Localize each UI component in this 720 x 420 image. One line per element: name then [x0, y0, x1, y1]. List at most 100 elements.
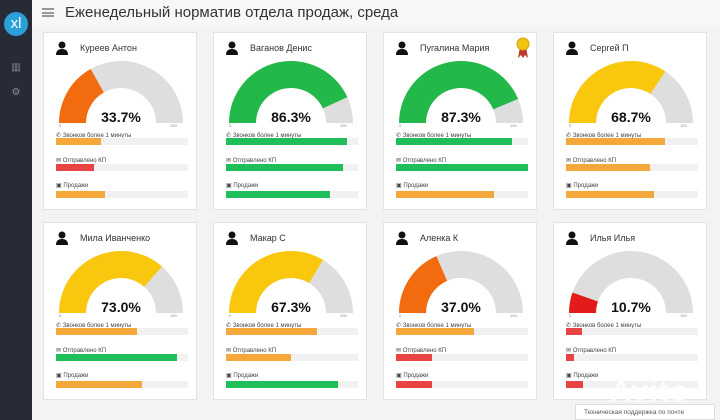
calls-progress-bar — [566, 328, 698, 335]
gauge-max-label: 100 — [510, 123, 517, 128]
kp-label: ✉ Отправлено КП — [396, 348, 447, 354]
kp-progress-bar — [56, 354, 188, 361]
envelope-icon: ✉ — [566, 348, 572, 354]
gauge — [569, 60, 693, 123]
money-icon: ▣ — [226, 183, 232, 189]
envelope-icon: ✉ — [226, 348, 232, 354]
kp-progress-bar — [226, 354, 358, 361]
logo[interactable]: xl — [4, 12, 28, 36]
gauge-percent: 67.3% — [271, 299, 311, 315]
hamburger-menu-icon[interactable] — [42, 8, 54, 17]
kp-progress-bar — [566, 354, 698, 361]
employee-card: Макар С 67.3% 0 100 ✆ Звонков более 1 минуты… — [213, 222, 367, 400]
kp-progress-fill — [56, 354, 178, 361]
sales-progress-bar — [566, 191, 698, 198]
employee-name: Аленка К — [420, 233, 459, 243]
header: Еженедельный норматив отдела продаж, сре… — [32, 0, 720, 25]
gauge — [229, 251, 353, 313]
employee-name: Илья Илья — [590, 233, 636, 243]
award-medal-icon — [516, 37, 530, 58]
user-icon — [566, 41, 578, 55]
phone-icon: ✆ — [566, 133, 572, 139]
calls-label: ✆ Звонков более 1 минуты — [396, 323, 472, 329]
money-icon: ▣ — [566, 183, 572, 189]
user-icon — [566, 231, 578, 245]
sales-label: ▣ Продажи — [396, 373, 429, 379]
kp-progress-fill — [566, 354, 574, 361]
kp-label: ✉ Отправлено КП — [566, 158, 617, 164]
kp-label: ✉ Отправлено КП — [226, 158, 277, 164]
phone-icon: ✆ — [226, 133, 232, 139]
gauge-value-arc — [229, 251, 324, 313]
gauge — [229, 60, 353, 123]
kp-progress-fill — [226, 354, 291, 361]
employee-card: Пугалина Мария 87.3% 0 100 ✆ Звонков более 1… — [383, 32, 537, 210]
gauge-max-label: 100 — [340, 313, 347, 318]
phone-icon: ✆ — [226, 323, 232, 329]
gauge-max-label: 100 — [680, 123, 687, 128]
employee-card: Сергей П 68.7% 0 100 ✆ Звонков более 1 минут… — [553, 32, 707, 210]
kp-progress-bar — [56, 164, 188, 171]
gauge-min-label: 0 — [399, 313, 402, 318]
gauge-min-label: 0 — [229, 313, 232, 318]
sales-label: ▣ Продажи — [56, 373, 89, 379]
gauge-max-label: 100 — [680, 313, 687, 318]
employee-card: Аленка К 37.0% 0 100 ✆ Звонков более 1 минут… — [383, 222, 537, 400]
money-icon: ▣ — [56, 373, 62, 379]
kp-progress-fill — [566, 164, 651, 171]
gauge-percent: 33.7% — [101, 109, 141, 125]
user-icon — [226, 231, 238, 245]
calls-progress-fill — [566, 138, 665, 145]
calls-progress-bar — [396, 328, 528, 335]
sales-progress-bar — [226, 191, 358, 198]
money-icon: ▣ — [396, 183, 402, 189]
phone-icon: ✆ — [566, 323, 572, 329]
money-icon: ▣ — [566, 373, 572, 379]
phone-icon: ✆ — [56, 133, 62, 139]
sales-progress-fill — [226, 381, 339, 388]
sales-progress-fill — [566, 191, 655, 198]
employee-name: Куреев Антон — [80, 43, 137, 53]
gauge-min-label: 0 — [569, 123, 572, 128]
sales-label: ▣ Продажи — [396, 183, 429, 189]
kp-progress-fill — [56, 164, 95, 171]
employee-name: Сергей П — [590, 43, 629, 53]
envelope-icon: ✉ — [56, 348, 62, 354]
calls-label: ✆ Звонков более 1 минуты — [56, 133, 132, 139]
calls-progress-bar — [396, 138, 528, 145]
gauge-min-label: 0 — [229, 123, 232, 128]
calls-progress-fill — [396, 328, 474, 335]
kp-label: ✉ Отправлено КП — [56, 348, 107, 354]
employee-name: Мила Иванченко — [80, 233, 151, 243]
sales-label: ▣ Продажи — [226, 373, 259, 379]
gauge-min-label: 0 — [399, 123, 402, 128]
calls-progress-fill — [566, 328, 582, 335]
gauge-value-arc — [569, 60, 666, 123]
gauge — [399, 60, 523, 123]
sales-progress-bar — [566, 381, 698, 388]
kp-label: ✉ Отправлено КП — [396, 158, 447, 164]
kp-progress-bar — [566, 164, 698, 171]
calls-progress-bar — [226, 138, 358, 145]
support-link[interactable]: Техническая поддержка по почте — [575, 404, 715, 420]
gauge-percent: 87.3% — [441, 109, 481, 125]
kp-progress-fill — [396, 164, 528, 171]
calls-label: ✆ Звонков более 1 минуты — [226, 133, 302, 139]
calls-label: ✆ Звонков более 1 минуты — [396, 133, 472, 139]
sidebar: xl ▥ ⚙ — [0, 0, 32, 420]
calls-progress-fill — [56, 328, 137, 335]
gears-icon[interactable]: ⚙ — [11, 87, 21, 98]
user-icon — [56, 231, 68, 245]
calls-label: ✆ Звонков более 1 минуты — [566, 133, 642, 139]
envelope-icon: ✉ — [566, 158, 572, 164]
sales-progress-bar — [56, 191, 188, 198]
gauge-min-label: 0 — [59, 313, 62, 318]
gauge-value-arc — [59, 68, 104, 123]
sales-progress-fill — [226, 191, 331, 198]
calls-progress-bar — [56, 328, 188, 335]
bar-chart-icon[interactable]: ▥ — [11, 62, 21, 73]
gauge-percent: 10.7% — [611, 299, 651, 315]
money-icon: ▣ — [226, 373, 232, 379]
gauge-value-arc — [399, 256, 448, 313]
gauge-max-label: 100 — [340, 123, 347, 128]
